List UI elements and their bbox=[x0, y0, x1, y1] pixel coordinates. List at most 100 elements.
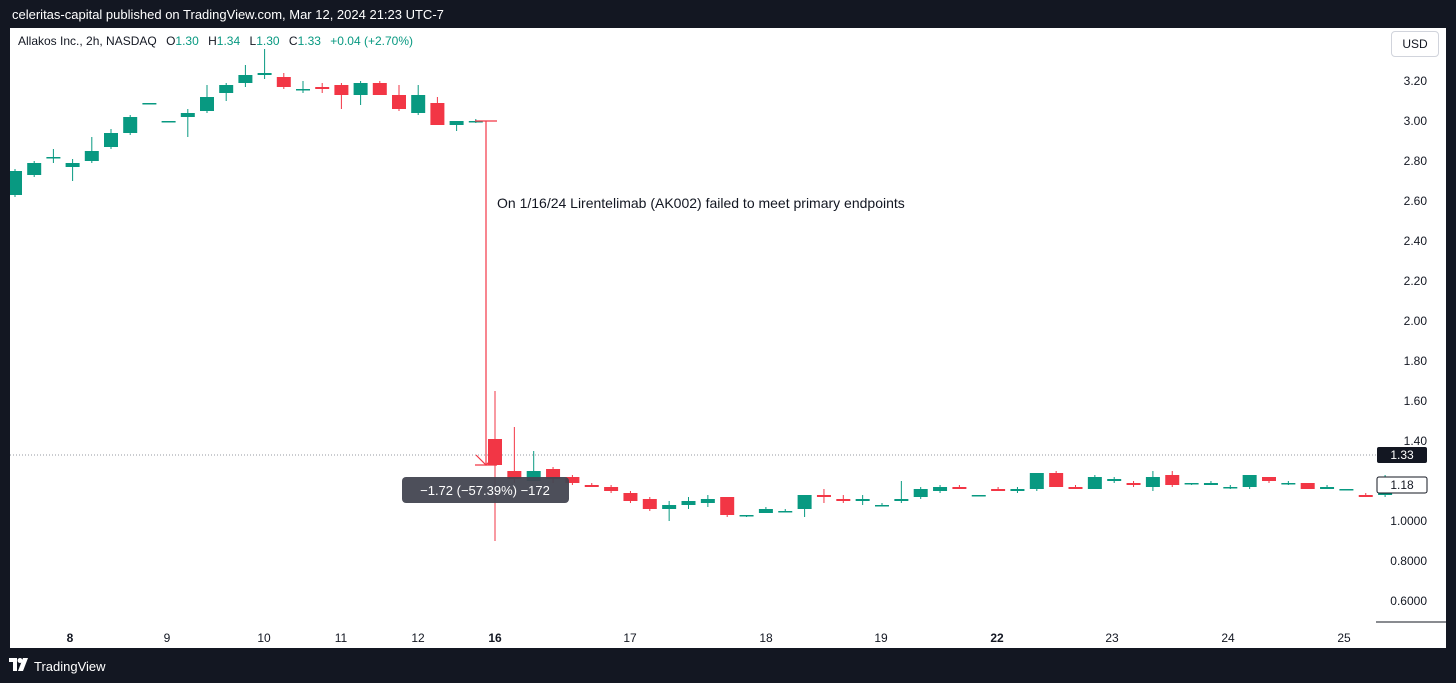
candle bbox=[1145, 471, 1160, 491]
candle bbox=[1320, 485, 1335, 489]
candle-body bbox=[778, 511, 793, 513]
candle-body bbox=[584, 485, 599, 487]
tradingview-logo-icon bbox=[9, 658, 28, 671]
candle bbox=[449, 121, 464, 131]
publish-info: celeritas-capital published on TradingVi… bbox=[12, 7, 444, 22]
candle-body bbox=[1107, 479, 1122, 481]
candle-body bbox=[1087, 477, 1102, 489]
candle bbox=[372, 81, 387, 95]
candle bbox=[758, 507, 773, 513]
candle-body bbox=[27, 163, 42, 175]
candle bbox=[933, 485, 948, 493]
time-tick-label: 16 bbox=[488, 631, 502, 645]
price-axis[interactable]: 3.20 3.00 2.80 2.60 2.40 2.20 2.00 1.80 1.60 1.40… bbox=[1376, 74, 1446, 623]
candle bbox=[700, 495, 715, 507]
close-label: C bbox=[288, 34, 298, 48]
candle bbox=[720, 497, 735, 517]
candle bbox=[1010, 487, 1025, 493]
candle-body bbox=[1165, 475, 1180, 485]
measure-tool[interactable]: On 1/16/24 Lirentelimab (AK002) failed t… bbox=[402, 120, 905, 503]
candle-body bbox=[971, 495, 986, 497]
candle bbox=[27, 161, 42, 177]
candle-body bbox=[991, 489, 1006, 491]
candle bbox=[411, 85, 426, 115]
candle-body bbox=[180, 113, 195, 117]
candle-body bbox=[334, 85, 349, 95]
time-tick-label: 22 bbox=[990, 631, 1004, 645]
candle-body bbox=[84, 151, 99, 161]
symbol-legend: Allakos Inc., 2h, NASDAQ O1.30 H1.34 L1.… bbox=[18, 34, 413, 48]
high-label: H bbox=[208, 34, 217, 48]
price-tick-label: 0.8000 bbox=[1390, 554, 1427, 568]
last-price-tag: 1.33 bbox=[1377, 447, 1427, 463]
candles bbox=[10, 49, 1393, 541]
candle-body bbox=[1184, 483, 1199, 485]
candle bbox=[1242, 475, 1257, 489]
measure-label: −1.72 (−57.39%) −172 bbox=[420, 483, 550, 498]
candle-body bbox=[1262, 477, 1276, 481]
candle-body bbox=[10, 171, 22, 195]
candle bbox=[662, 501, 677, 521]
candle bbox=[161, 121, 176, 123]
open-label: O bbox=[166, 34, 176, 48]
candle-body bbox=[739, 515, 754, 517]
candle-body bbox=[623, 493, 638, 501]
candle-body bbox=[894, 499, 909, 501]
price-tags: 1.33 1.18 bbox=[1376, 447, 1428, 494]
time-axis[interactable]: 8 9 10 11 12 16 17 18 19 22 23 24 25 bbox=[67, 631, 1351, 645]
candle bbox=[1029, 473, 1044, 491]
candle bbox=[836, 495, 851, 503]
last-price-tag-label: 1.33 bbox=[1390, 448, 1414, 462]
candle-body bbox=[430, 103, 445, 125]
time-tick-label: 12 bbox=[411, 631, 425, 645]
candle-body bbox=[1126, 483, 1141, 485]
currency-button[interactable]: USD bbox=[1391, 31, 1439, 57]
top-bar: celeritas-capital published on TradingVi… bbox=[0, 0, 1456, 28]
price-tick-label: 2.20 bbox=[1404, 274, 1428, 288]
candle-body bbox=[933, 487, 948, 491]
candle bbox=[84, 137, 99, 163]
candle-body bbox=[700, 499, 715, 503]
symbol-title: Allakos Inc., 2h, NASDAQ bbox=[18, 34, 157, 48]
candle-body bbox=[681, 501, 696, 505]
candle bbox=[1126, 481, 1141, 487]
candle-body bbox=[758, 509, 773, 513]
candle bbox=[1087, 475, 1102, 489]
candle bbox=[894, 481, 909, 503]
candle-body bbox=[411, 95, 426, 113]
candle-body bbox=[1068, 487, 1083, 489]
candle-body bbox=[875, 505, 889, 507]
candle-body bbox=[797, 495, 812, 509]
candle bbox=[46, 149, 61, 163]
candle bbox=[1165, 471, 1180, 487]
candle-body bbox=[219, 85, 234, 93]
candle-body bbox=[642, 499, 657, 509]
candle-body bbox=[1010, 489, 1025, 491]
low-label: L bbox=[249, 34, 257, 48]
candle bbox=[104, 129, 118, 149]
candle-body bbox=[604, 487, 619, 491]
candlestick-chart[interactable]: 3.20 3.00 2.80 2.60 2.40 2.20 2.00 1.80 1.60 1.40… bbox=[10, 28, 1446, 648]
price-tick-label: 1.60 bbox=[1404, 394, 1428, 408]
candle-body bbox=[276, 77, 291, 87]
candle bbox=[816, 489, 831, 503]
chart-panel[interactable]: 3.20 3.00 2.80 2.60 2.40 2.20 2.00 1.80 1.60 1.40… bbox=[10, 28, 1446, 648]
time-tick-label: 25 bbox=[1337, 631, 1351, 645]
candle bbox=[1262, 477, 1276, 483]
low-value: 1.30 bbox=[256, 34, 280, 48]
candle-body bbox=[488, 439, 502, 465]
candle bbox=[315, 83, 330, 93]
time-tick-label: 23 bbox=[1105, 631, 1119, 645]
candle-body bbox=[296, 89, 310, 91]
candle-body bbox=[1223, 487, 1238, 489]
candle-body bbox=[952, 487, 967, 489]
price-tick-label: 1.0000 bbox=[1390, 514, 1427, 528]
candle-body bbox=[238, 75, 253, 83]
candle bbox=[430, 97, 445, 125]
candle-body bbox=[1049, 473, 1064, 487]
candle bbox=[1107, 477, 1122, 483]
candle-body bbox=[816, 495, 831, 497]
candle-body bbox=[507, 471, 522, 479]
time-tick-label: 9 bbox=[164, 631, 171, 645]
candle-body bbox=[392, 95, 406, 109]
